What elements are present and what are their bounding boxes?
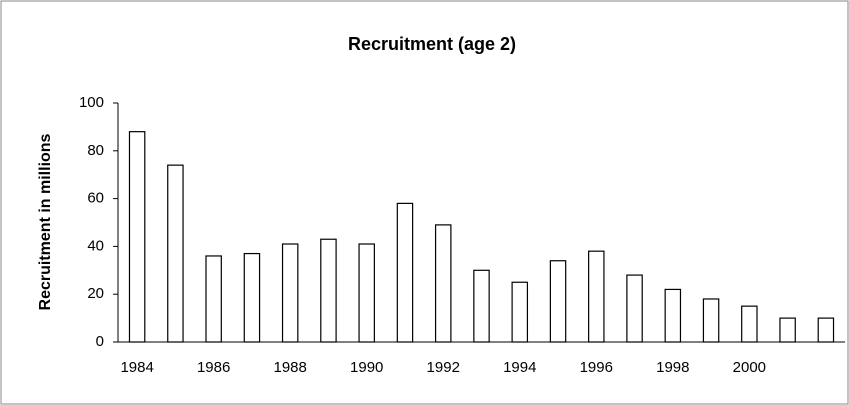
bar	[243, 252, 261, 343]
y-tick-label: 60	[87, 190, 104, 207]
bar	[473, 269, 490, 343]
x-tick-label: 1988	[273, 359, 306, 376]
bar	[779, 317, 796, 343]
bar	[205, 255, 222, 343]
x-tick-label: 1984	[120, 359, 153, 376]
bar	[549, 260, 567, 343]
y-tick-label: 20	[87, 285, 104, 302]
x-tick-label: 2000	[733, 359, 766, 376]
bar	[664, 288, 682, 343]
bar	[511, 281, 529, 343]
x-tick-label: 1994	[503, 359, 536, 376]
y-tick-label: 100	[79, 94, 104, 111]
bar	[396, 202, 414, 343]
bar	[320, 238, 337, 343]
x-tick-label: 1996	[580, 359, 613, 376]
y-tick-label: 80	[87, 142, 104, 159]
bar	[702, 298, 720, 343]
x-tick-label: 1992	[427, 359, 460, 376]
y-axis-label: Recruitment in millions	[37, 133, 54, 310]
bar	[434, 224, 452, 343]
bar	[128, 131, 146, 343]
x-tick-label: 1998	[656, 359, 689, 376]
bar	[281, 243, 299, 343]
bar	[358, 243, 375, 343]
bar	[167, 164, 184, 343]
bar	[626, 274, 643, 343]
bar	[741, 305, 758, 343]
x-tick-label: 1986	[197, 359, 230, 376]
x-tick-label: 1990	[350, 359, 383, 376]
bar	[588, 250, 605, 343]
chart-title: Recruitment (age 2)	[348, 34, 516, 54]
bar	[817, 317, 835, 343]
y-tick-label: 40	[87, 237, 104, 254]
y-tick-label: 0	[96, 333, 104, 350]
